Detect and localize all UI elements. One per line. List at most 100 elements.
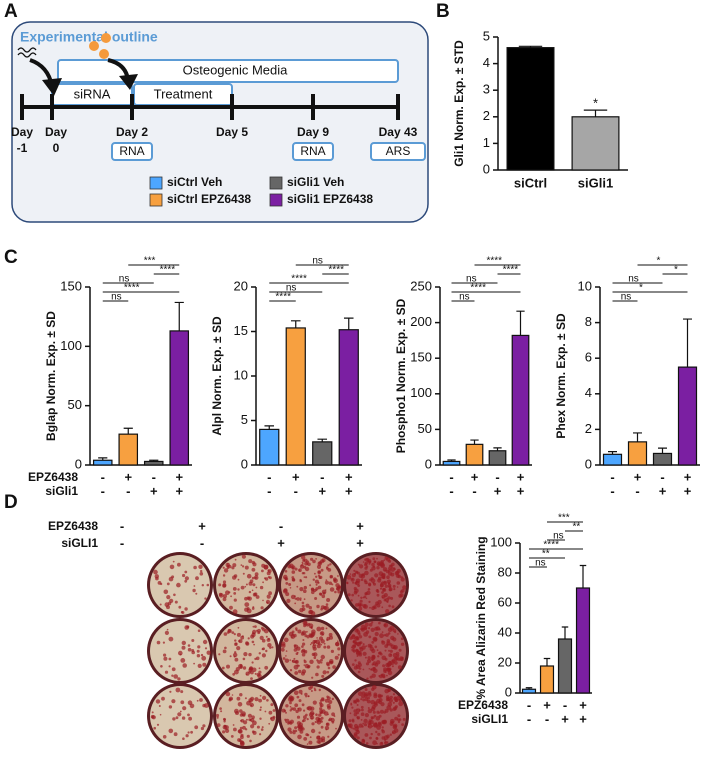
legend-label: siCtrl Veh <box>167 175 222 189</box>
stain-speck <box>320 661 323 664</box>
stain-speck <box>371 562 375 567</box>
stain-speck <box>298 568 302 572</box>
stain-speck <box>223 720 226 723</box>
stain-speck <box>233 592 237 595</box>
legend-label: siGli1 Veh <box>287 175 344 189</box>
stain-speck <box>184 570 188 574</box>
stain-speck <box>316 604 320 609</box>
stain-speck <box>378 628 381 631</box>
condition-sign: - <box>126 483 130 498</box>
stain-speck <box>223 717 226 721</box>
stain-speck <box>364 713 369 718</box>
condition-sign: - <box>267 483 271 498</box>
stain-speck <box>381 631 384 633</box>
stain-speck <box>291 660 294 662</box>
error-bar <box>290 320 301 328</box>
stain-speck <box>168 576 174 582</box>
stain-speck <box>306 718 309 721</box>
stain-speck <box>383 634 386 637</box>
stain-speck <box>388 649 390 652</box>
stain-speck <box>394 631 397 634</box>
stain-speck <box>259 717 262 720</box>
stain-speck <box>200 569 203 573</box>
stain-speck <box>327 564 330 567</box>
stain-speck <box>387 627 393 632</box>
x-tick-label: siGli1 <box>578 175 613 190</box>
stain-speck <box>374 573 379 578</box>
stain-speck <box>236 632 241 637</box>
stain-speck <box>193 662 196 665</box>
stain-speck <box>381 591 384 594</box>
stain-speck <box>232 672 236 676</box>
stain-speck <box>322 670 327 675</box>
stain-speck <box>222 583 227 588</box>
stain-speck <box>322 591 326 595</box>
bar <box>488 450 507 466</box>
stain-speck <box>196 649 200 653</box>
stain-speck <box>390 653 392 656</box>
stain-speck <box>392 584 396 588</box>
significance-label: **** <box>470 283 486 294</box>
stain-speck <box>311 676 314 679</box>
significance-label: ns <box>553 531 564 542</box>
stain-speck <box>291 636 293 638</box>
stain-speck <box>285 592 290 597</box>
stain-speck <box>244 602 250 607</box>
stain-speck <box>259 694 262 697</box>
stain-speck <box>313 641 316 644</box>
stain-speck <box>301 703 305 707</box>
stain-speck <box>372 740 377 746</box>
stain-speck <box>366 677 369 680</box>
y-tick-label: 100 <box>490 534 512 549</box>
stain-speck <box>401 656 404 659</box>
y-axis-label: % Area Alizarin Red Staining <box>474 536 488 699</box>
stain-speck <box>364 733 369 737</box>
condition-sign: - <box>449 469 453 484</box>
significance-label: **** <box>503 265 519 276</box>
stain-speck <box>369 606 371 609</box>
stain-speck <box>350 726 353 729</box>
stain-speck <box>303 737 308 741</box>
stain-speck <box>310 557 314 561</box>
stain-speck <box>193 565 197 570</box>
stain-speck <box>367 707 370 709</box>
stain-speck <box>301 604 305 608</box>
stain-speck <box>260 606 264 610</box>
stain-speck <box>306 733 310 737</box>
stain-speck <box>348 719 352 723</box>
stain-speck <box>400 577 405 582</box>
stain-speck <box>254 672 257 675</box>
stain-speck <box>320 626 325 631</box>
y-tick-label: 50 <box>418 421 432 436</box>
stain-speck <box>222 580 227 584</box>
stain-speck <box>363 632 368 637</box>
stain-speck <box>364 622 369 627</box>
stain-speck <box>386 705 392 710</box>
stain-speck <box>252 720 257 726</box>
stain-speck <box>379 709 384 714</box>
stain-speck <box>234 642 238 645</box>
stain-speck <box>387 661 393 667</box>
stain-speck <box>180 611 184 614</box>
stain-speck <box>356 736 360 740</box>
stain-speck <box>381 736 385 740</box>
stain-speck <box>364 592 368 596</box>
stain-speck <box>354 636 359 641</box>
stain-speck <box>153 569 158 575</box>
stain-speck <box>378 571 384 576</box>
stain-speck <box>364 570 369 576</box>
stain-speck <box>291 578 296 582</box>
stain-speck <box>316 720 319 723</box>
bar <box>602 453 623 466</box>
condition-sign: - <box>120 518 124 533</box>
stain-speck <box>182 737 185 740</box>
stain-speck <box>390 596 394 600</box>
stain-speck <box>377 693 382 698</box>
stain-speck <box>266 699 269 702</box>
stain-speck <box>222 566 225 569</box>
stain-speck <box>292 707 297 711</box>
stain-speck <box>303 585 307 590</box>
stain-speck <box>261 653 266 658</box>
stain-speck <box>374 604 377 607</box>
stain-speck <box>255 595 260 599</box>
